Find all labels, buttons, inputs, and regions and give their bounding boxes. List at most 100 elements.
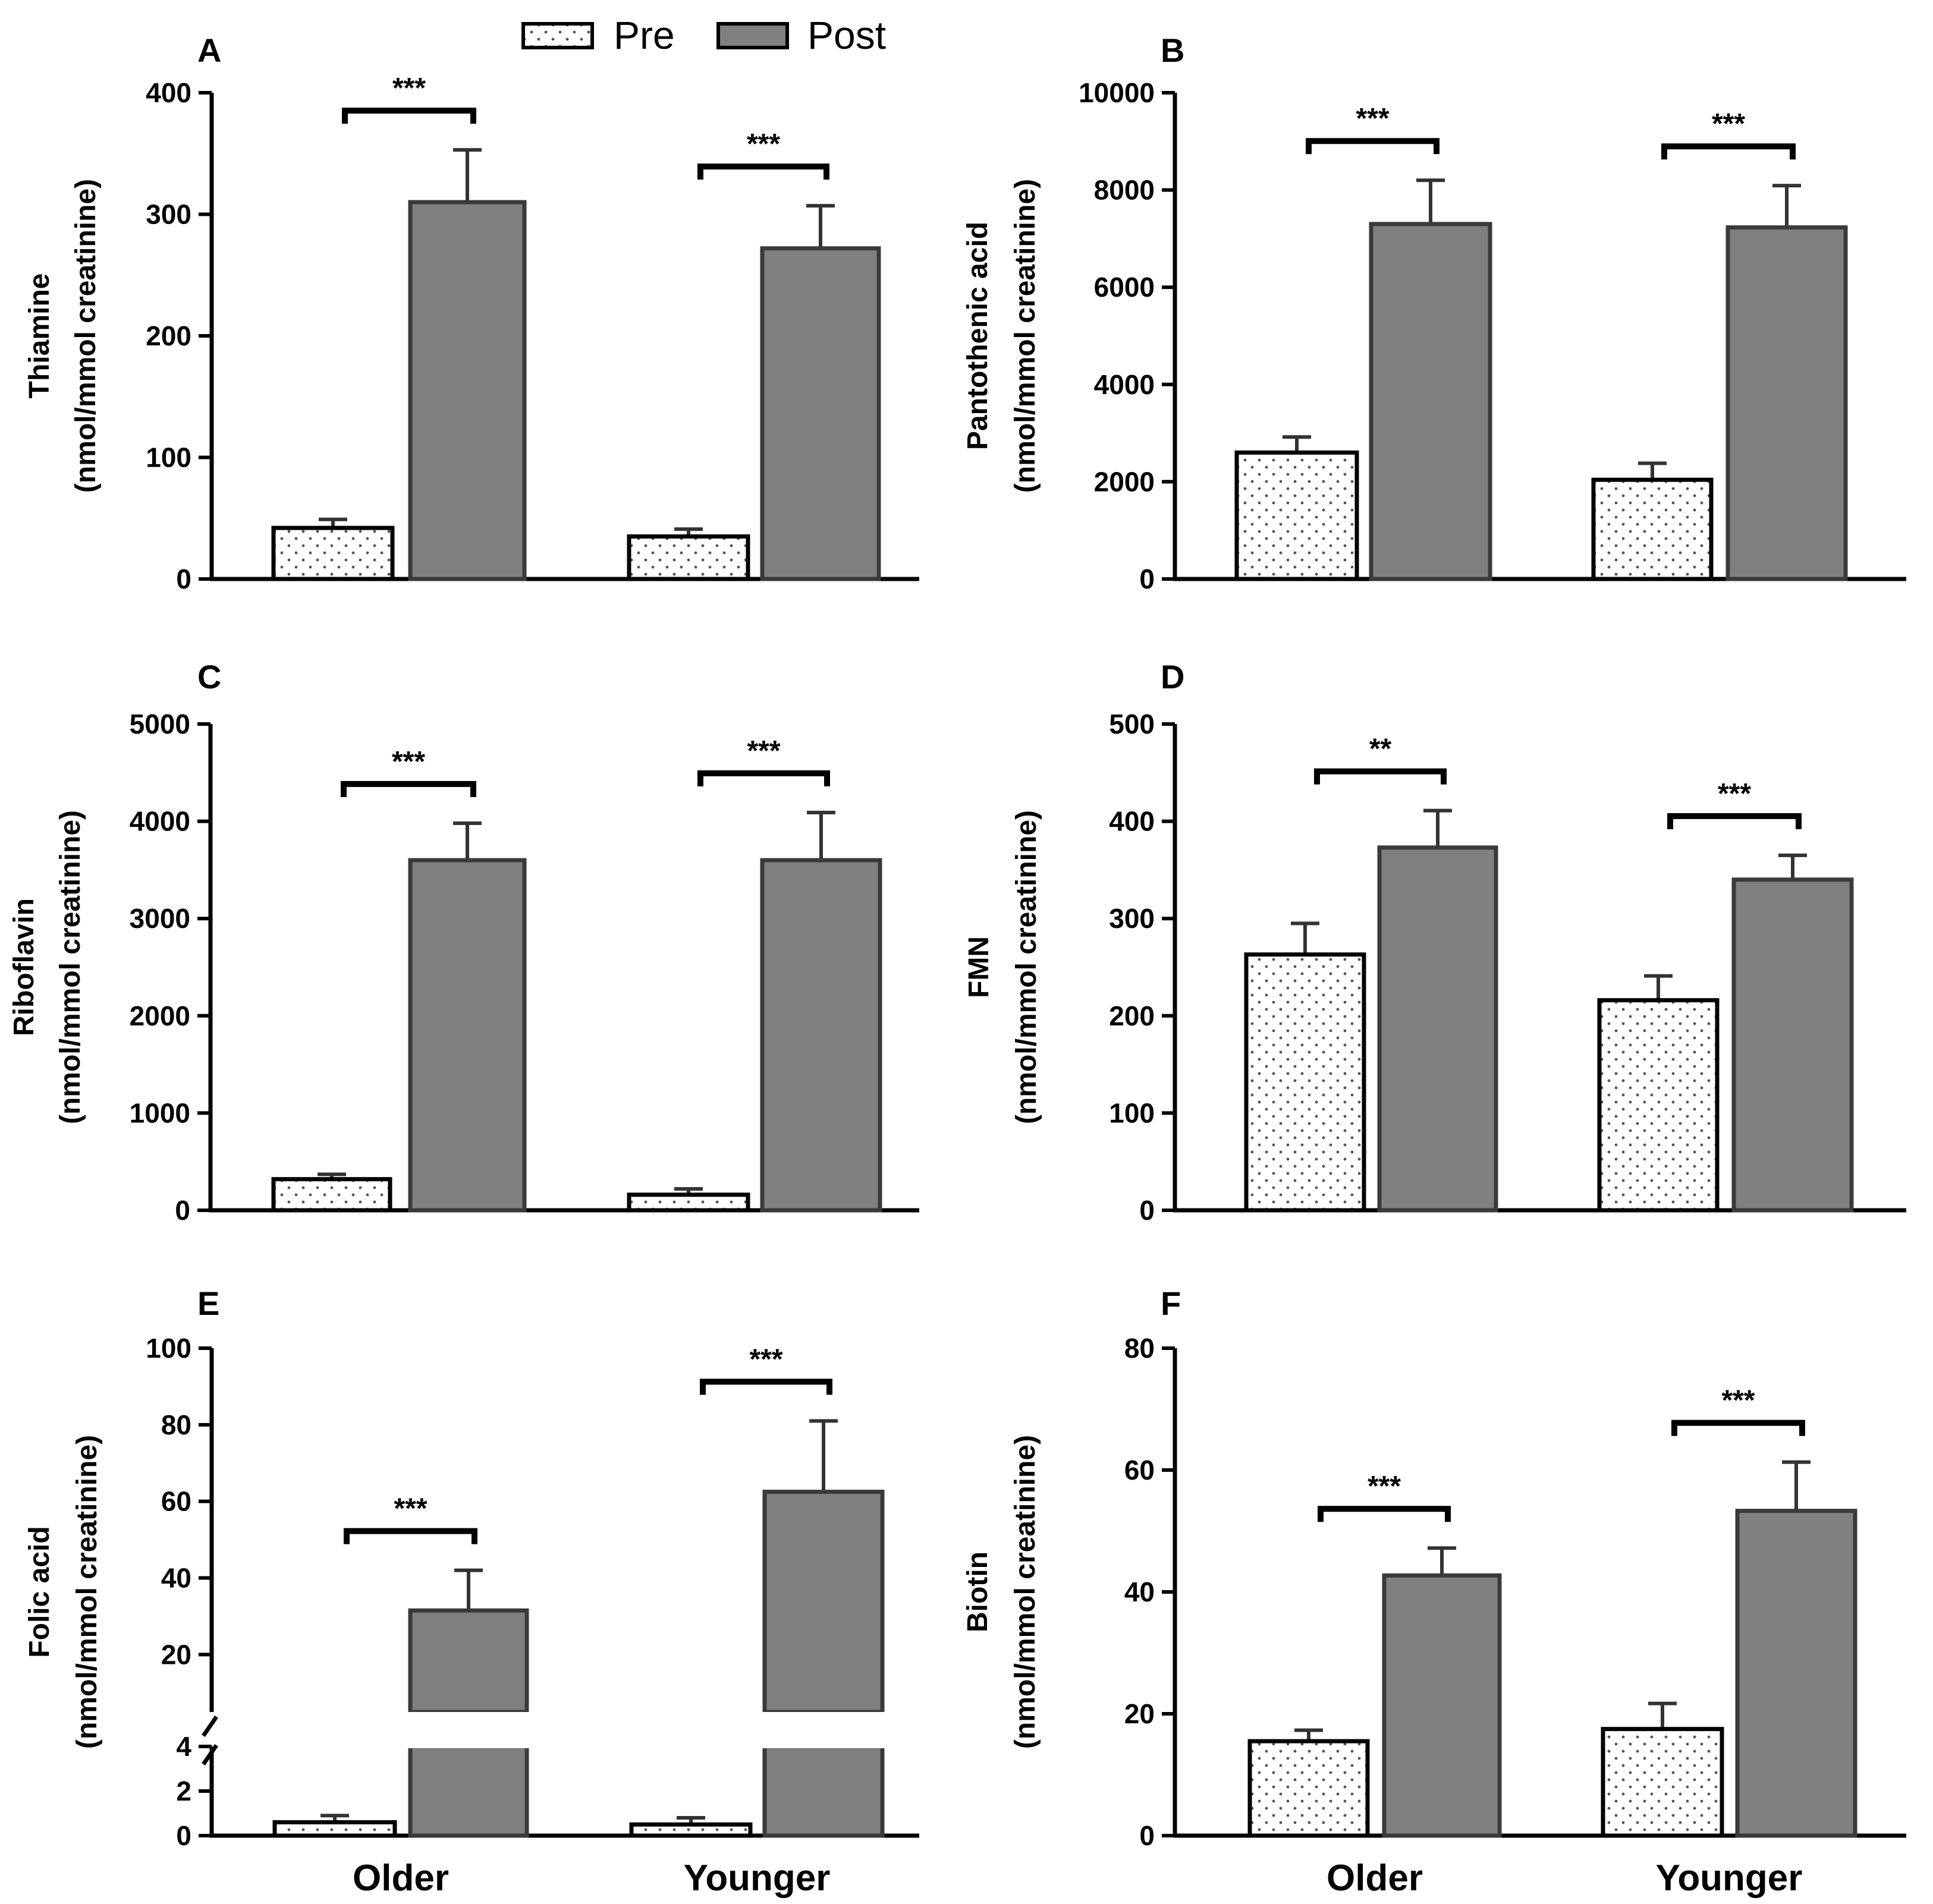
y-tick-label: 3000 [130,903,190,934]
y-tick-label: 0 [176,1820,191,1851]
significance-bracket [341,781,476,797]
y-tick-label: 0 [175,1195,190,1226]
y-tick-label: 200 [1109,1000,1155,1031]
axis-break-mark [202,1716,218,1737]
bar-post-older [1377,845,1498,1213]
bar-pre-older [271,525,395,581]
panel-e: E Folic acid (nmol/mmol creatinine) 0 2 4 20 40… [24,1285,919,1899]
significance-bracket [344,1528,477,1544]
y-tick-label: 4 [176,1731,191,1762]
y-tick-label: 0 [1139,1195,1155,1226]
panel-letter: F [1161,1285,1181,1322]
x-category-label: Older [353,1858,449,1899]
bar-pre-older [1244,952,1366,1213]
significance-bracket [1671,1420,1805,1436]
y-tick-label: 0 [176,564,191,594]
bar-post-younger [760,246,881,581]
y-axis-title: Thiamine [24,273,55,399]
legend-swatch-post [716,22,789,49]
panel-a: A Thiamine (nmol/mmol creatinine) 0 100 200 30… [24,32,919,594]
legend: Pre Post [521,13,886,57]
significance-label: *** [747,735,780,767]
significance-label: *** [394,1493,427,1525]
significance-bracket [1314,768,1447,785]
panel-d: D FMN (nmol/mmol creatinine) 0 100 200 300 400 5… [963,658,1906,1226]
y-tick-label: 10000 [1079,77,1155,108]
y-tick-label: 0 [1139,564,1155,594]
y-tick-label: 80 [1124,1333,1155,1364]
bar-pre-older [1247,1739,1370,1838]
legend-label-post: Post [807,13,886,57]
bar-post-younger [1731,877,1854,1213]
panel-f: F Biotin (nmol/mmol creatinine) 0 20 40 60 80 **… [962,1285,1906,1899]
significance-label: *** [1368,1471,1401,1502]
significance-label: *** [1718,778,1751,810]
y-tick-label: 400 [146,77,191,108]
y-axis-title: Pantothenic acid [962,222,994,450]
y-axis-title: Riboflavin [8,898,40,1036]
bar-post-older-lower [408,1744,529,1838]
bar-pre-younger [629,1822,753,1838]
bar-post-older [1382,1573,1502,1838]
y-axis-units: (nmol/mmol creatinine) [71,1435,103,1749]
y-tick-label: 2000 [1094,466,1155,497]
panel-letter: B [1161,32,1184,69]
significance-bracket [342,108,476,124]
bar-post-older [1369,222,1492,581]
significance-bracket [1318,1506,1451,1522]
bar-pre-younger [1601,1727,1724,1838]
legend-swatch-pre [521,22,594,49]
y-tick-label: 100 [146,442,191,473]
significance-bracket [1306,138,1439,155]
axis-break-marks [202,1716,218,1765]
panel-letter: A [197,32,221,69]
y-axis-title: FMN [963,936,995,998]
bar-post-younger-upper [762,1490,885,1714]
y-axis-units: (nmol/mmol creatinine) [1011,810,1042,1124]
significance-label: *** [1721,1385,1755,1417]
bar-post-younger [1735,1509,1857,1838]
y-tick-label: 60 [161,1486,191,1517]
y-tick-label: 6000 [1094,272,1155,303]
panel-letter: D [1161,658,1184,695]
panel-letter: E [197,1285,219,1322]
bar-pre-younger [627,1192,750,1213]
significance-bracket [697,770,830,786]
y-tick-label: 4000 [1094,369,1155,400]
y-tick-label: 5000 [130,709,190,739]
y-axis-title: Folic acid [24,1526,55,1657]
y-tick-label: 200 [146,320,191,351]
bar-pre-older [1234,450,1359,581]
significance-label: *** [1712,108,1745,140]
y-tick-label: 0 [1139,1820,1155,1851]
significance-bracket [697,163,829,180]
panel-b: B Pantothenic acid (nmol/mmol creatinine) 0… [962,32,1906,594]
y-tick-label: 4000 [130,806,190,837]
axis-break-gap [761,1712,886,1748]
axis-break-gap [407,1712,530,1748]
bar-post-younger-lower [762,1744,885,1838]
y-tick-label: 2000 [130,1000,190,1031]
bar-post-older [408,200,527,581]
significance-label: *** [749,1343,782,1375]
bar-post-older-upper [408,1608,529,1714]
y-axis-units: (nmol/mmol creatinine) [1010,1435,1041,1749]
y-axis-title: Biotin [962,1551,994,1632]
significance-label: *** [747,128,780,160]
y-tick-label: 100 [1109,1097,1155,1128]
bar-post-younger [760,858,882,1213]
y-tick-label: 20 [161,1639,191,1670]
bar-pre-younger [1591,477,1714,581]
significance-label: *** [392,73,426,104]
y-tick-label: 100 [146,1333,191,1364]
y-axis-units: (nmol/mmol creatinine) [55,810,86,1124]
y-tick-label: 1000 [130,1097,190,1128]
bar-post-younger [1725,225,1848,581]
bar-pre-older [272,1820,397,1838]
significance-bracket [700,1379,832,1395]
bar-pre-younger [1597,998,1720,1213]
panel-letter: C [197,658,221,695]
significance-label: *** [1356,103,1389,134]
bar-pre-younger [627,534,750,581]
